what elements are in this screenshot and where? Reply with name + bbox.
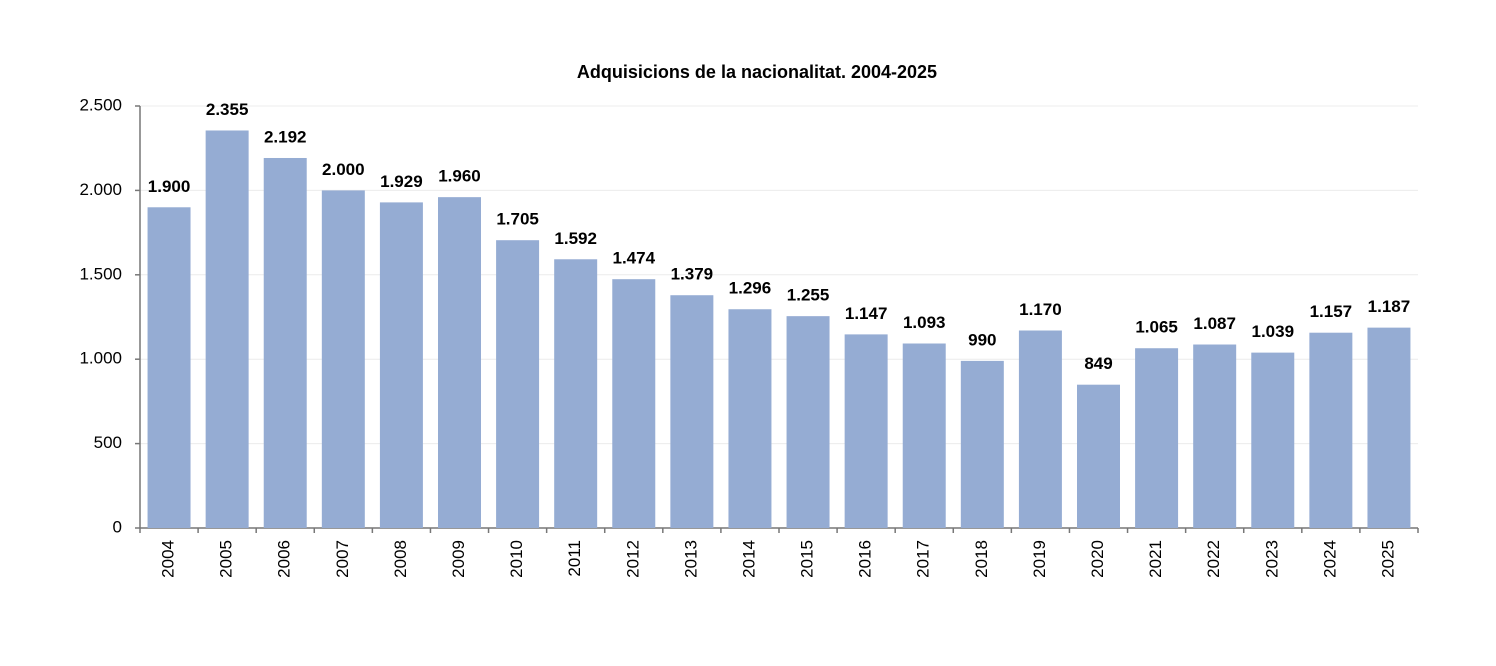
- value-label: 2.192: [264, 127, 307, 146]
- bar: [1193, 344, 1237, 528]
- bar: [496, 240, 540, 529]
- x-tick-label: 2011: [565, 540, 584, 577]
- bar: [902, 343, 946, 528]
- x-tick-label: 2025: [1378, 540, 1397, 578]
- bar: [263, 157, 307, 528]
- x-tick-label: 2013: [681, 540, 700, 578]
- value-label: 1.147: [845, 304, 888, 323]
- value-label: 1.065: [1135, 318, 1178, 337]
- x-tick-label: 2009: [449, 540, 468, 578]
- value-label: 849: [1084, 354, 1112, 373]
- y-tick-label: 2.000: [79, 180, 122, 199]
- value-label: 1.929: [380, 172, 423, 191]
- value-label: 990: [968, 330, 996, 349]
- x-tick-label: 2020: [1088, 540, 1107, 578]
- value-label: 1.255: [787, 286, 830, 305]
- value-label: 1.039: [1251, 322, 1294, 341]
- x-tick-label: 2015: [798, 540, 817, 578]
- bar: [1367, 327, 1411, 528]
- x-tick-label: 2023: [1262, 540, 1281, 578]
- x-tick-label: 2007: [333, 540, 352, 578]
- bar: [1251, 352, 1295, 528]
- value-label: 1.900: [148, 177, 191, 196]
- x-tick-label: 2008: [391, 540, 410, 578]
- x-tick-label: 2017: [914, 540, 933, 578]
- bar: [147, 207, 191, 528]
- chart-title: Adquisicions de la nacionalitat. 2004-20…: [577, 62, 937, 82]
- value-label: 2.355: [206, 100, 249, 119]
- x-tick-label: 2005: [217, 540, 236, 578]
- x-tick-label: 2010: [507, 540, 526, 578]
- x-tick-label: 2024: [1320, 540, 1339, 578]
- y-tick-label: 2.500: [79, 95, 122, 114]
- x-tick-label: 2019: [1030, 540, 1049, 578]
- value-label: 1.474: [612, 249, 655, 268]
- y-tick-label: 1.000: [79, 349, 122, 368]
- value-label: 1.705: [496, 210, 539, 229]
- value-label: 1.157: [1310, 302, 1353, 321]
- bar: [1309, 332, 1353, 528]
- value-label: 1.592: [554, 229, 597, 248]
- y-tick-label: 500: [94, 433, 122, 452]
- bar: [1135, 348, 1179, 528]
- x-tick-label: 2014: [739, 540, 758, 578]
- value-label: 1.187: [1368, 297, 1411, 316]
- bar: [321, 190, 365, 528]
- y-tick-label: 1.500: [79, 264, 122, 283]
- value-label: 1.170: [1019, 300, 1062, 319]
- bar: [554, 259, 598, 528]
- bar: [612, 279, 656, 528]
- bar: [728, 309, 772, 528]
- bar: [438, 197, 481, 529]
- value-label: 1.379: [671, 265, 714, 284]
- x-tick-label: 2022: [1204, 540, 1223, 578]
- value-label: 1.087: [1193, 314, 1236, 333]
- x-tick-label: 2006: [275, 540, 294, 578]
- value-label: 1.296: [729, 279, 772, 298]
- x-tick-label: 2018: [972, 540, 991, 578]
- bar: [670, 295, 714, 528]
- value-label: 1.093: [903, 313, 946, 332]
- y-tick-label: 0: [113, 517, 122, 536]
- x-tick-label: 2004: [159, 540, 178, 578]
- bar: [960, 360, 1004, 528]
- bar: [1018, 330, 1062, 528]
- x-tick-label: 2012: [623, 540, 642, 578]
- x-tick-label: 2016: [856, 540, 875, 578]
- value-label: 2.000: [322, 160, 365, 179]
- x-tick-label: 2021: [1146, 540, 1165, 578]
- value-label: 1.960: [438, 167, 481, 186]
- bar: [786, 316, 830, 528]
- bar: [844, 334, 888, 528]
- bar: [379, 202, 423, 528]
- bar: [1077, 384, 1120, 528]
- bar: [205, 130, 249, 528]
